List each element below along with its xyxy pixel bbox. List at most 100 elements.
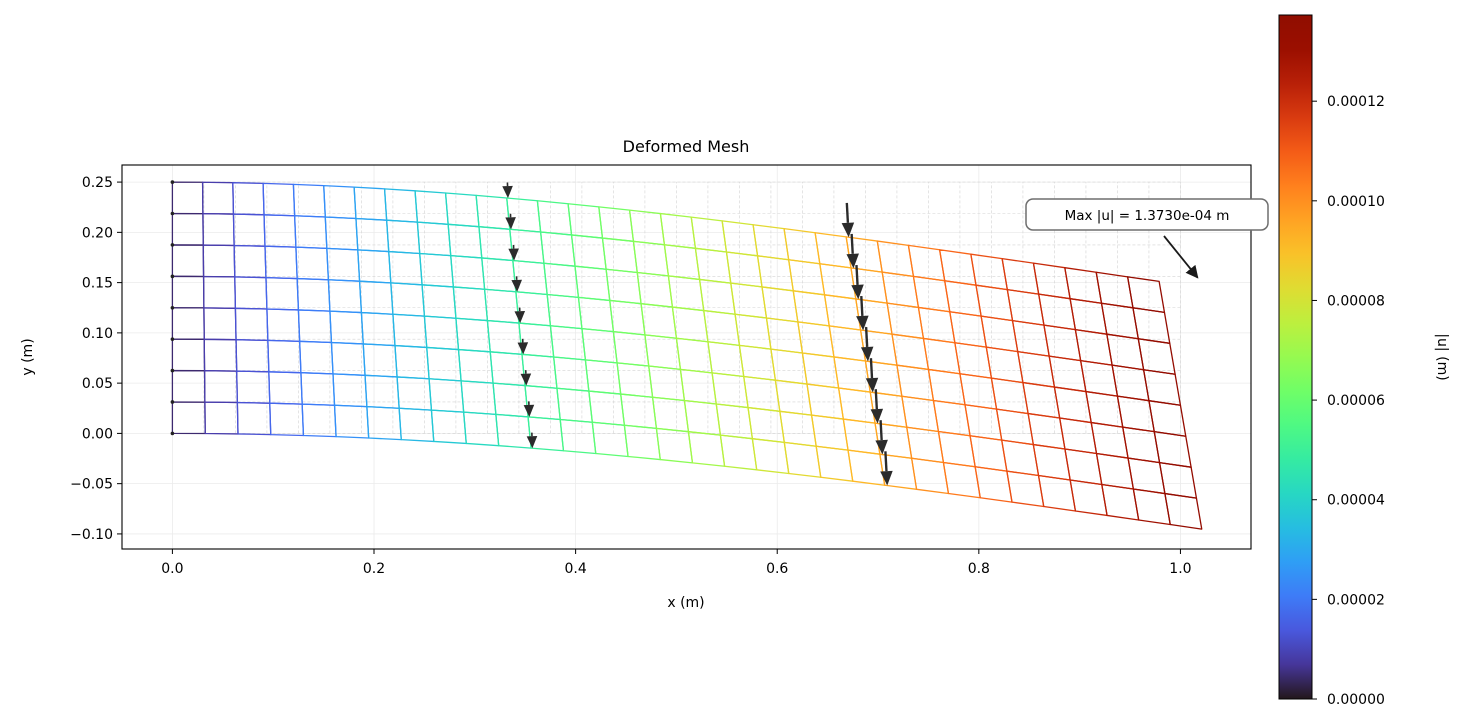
mesh-element (1126, 276, 1166, 314)
mesh-element (489, 351, 526, 387)
load-arrow-head (841, 222, 855, 238)
mesh-element (842, 418, 881, 455)
mesh-element (581, 327, 618, 364)
mesh-element (671, 306, 709, 343)
y-tick-label: 0.00 (82, 426, 113, 442)
mesh-element (819, 263, 857, 300)
mesh-element (203, 338, 238, 372)
mesh-element (1132, 307, 1171, 344)
y-axis-label: y (m) (20, 338, 36, 375)
mesh-element (644, 334, 682, 371)
mesh-element (455, 317, 491, 353)
load-arrow-shaft (845, 202, 850, 223)
load-arrow-head (520, 373, 532, 386)
fixed-node (170, 243, 175, 247)
colorbar-label: |u| (m) (1434, 333, 1450, 380)
mesh-element (447, 223, 483, 259)
mesh-element (730, 282, 768, 319)
mesh-element (235, 339, 270, 373)
mesh-element (236, 370, 271, 404)
load-arrow-head (502, 185, 513, 199)
mesh-element (690, 216, 728, 253)
mesh-element (553, 356, 590, 392)
mesh-element (683, 399, 722, 436)
mesh-element (495, 413, 532, 449)
mesh-element (847, 449, 886, 486)
colorbar-tick-label: 0.00004 (1327, 493, 1385, 509)
load-arrow-shaft (874, 389, 879, 410)
mesh-element (457, 348, 494, 384)
load-arrow-head (851, 284, 864, 300)
chart-title: Deformed Mesh (623, 137, 750, 156)
fixed-node (170, 337, 175, 341)
mesh-element (711, 372, 749, 409)
y-tick-label: 0.05 (82, 376, 113, 392)
mesh-element (232, 182, 265, 216)
load-arrow-head (514, 310, 526, 324)
mesh-element (481, 257, 517, 293)
mesh-element (394, 344, 430, 380)
mesh-element (388, 250, 423, 286)
mesh-element (204, 401, 239, 435)
mesh-element (906, 426, 945, 464)
mesh-element (264, 245, 298, 280)
mesh-element (632, 240, 670, 277)
mesh-element (543, 262, 580, 299)
mesh-element (299, 340, 334, 375)
mesh-element (392, 313, 428, 349)
mesh-element (734, 313, 772, 350)
fixed-node (170, 274, 175, 279)
mesh-element (628, 209, 666, 246)
mesh-element (202, 212, 235, 247)
mesh-element (667, 275, 705, 312)
fixed-node (170, 368, 175, 373)
mesh-element (577, 296, 615, 333)
mesh-element (567, 203, 604, 239)
mesh-element (719, 434, 758, 471)
mesh-element (828, 325, 867, 362)
mesh-element (687, 431, 726, 467)
mesh-element (679, 368, 717, 405)
x-tick-label: 0.4 (564, 561, 586, 577)
mesh-element (232, 213, 266, 247)
mesh-element (806, 383, 844, 420)
load-arrow-head (846, 253, 859, 269)
load-arrow-head (875, 439, 888, 455)
mesh-element (675, 337, 713, 374)
load-arrows (502, 182, 893, 486)
mesh-element (721, 220, 759, 257)
mesh-element (588, 390, 626, 426)
mesh-element (616, 362, 654, 398)
mesh-element (263, 214, 297, 248)
mesh-element (743, 375, 781, 412)
mesh-element (398, 407, 435, 443)
x-tick-label: 1.0 (1169, 561, 1191, 577)
y-axis: 0.25 0.20 0.15 0.10 0.05 0.00 −0.05 −0.10 (70, 175, 122, 543)
y-tick-label: 0.15 (82, 276, 113, 292)
deformed-mesh (170, 180, 1203, 530)
mesh-element (428, 378, 465, 413)
mesh-element (171, 307, 205, 340)
load-arrow-shaft (860, 295, 864, 317)
load-arrow-head (860, 346, 874, 362)
mesh-element (605, 268, 642, 305)
mesh-element (203, 307, 237, 341)
y-tick-label: 0.20 (82, 225, 113, 241)
x-tick-label: 0.6 (766, 561, 788, 577)
mesh-element (295, 246, 330, 281)
mesh-element (591, 421, 629, 458)
mesh-element (430, 409, 467, 445)
colorbar: 0.00000 0.00002 0.00004 0.00006 0.00008 0.000… (1278, 14, 1450, 708)
colorbar-tick-label: 0.00008 (1327, 293, 1385, 309)
mesh-element (694, 247, 732, 284)
mesh-element (659, 212, 697, 249)
fixed-node (170, 400, 175, 404)
colorbar-tick-label: 0.00000 (1327, 692, 1385, 708)
mesh-element (296, 277, 331, 312)
load-arrow-head (505, 217, 516, 230)
mesh-element (414, 190, 449, 225)
mesh-element (358, 280, 394, 315)
mesh-element (297, 309, 333, 344)
mesh-element (262, 182, 296, 217)
mesh-element (636, 271, 674, 308)
